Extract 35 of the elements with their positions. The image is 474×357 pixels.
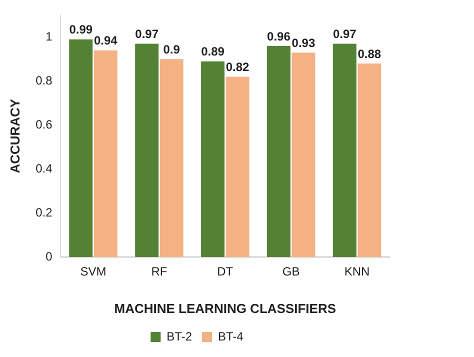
data-label: 0.97 — [135, 27, 159, 42]
x-tick-label: KNN — [344, 264, 370, 279]
x-axis-title: MACHINE LEARNING CLASSIFIERS — [114, 300, 336, 316]
y-tick-label: 0 — [46, 249, 53, 264]
bar — [266, 46, 290, 257]
bar — [94, 50, 118, 257]
data-label: 0.96 — [267, 29, 291, 44]
x-tick-label: RF — [151, 264, 168, 279]
data-label: 0.9 — [163, 42, 180, 56]
y-tick-label: 1 — [46, 29, 53, 44]
bar — [226, 76, 250, 257]
y-tick-label: 0.4 — [36, 161, 53, 176]
bar — [292, 52, 316, 257]
y-axis-title: ACCURACY — [7, 98, 22, 174]
bar — [69, 39, 93, 257]
bar — [160, 59, 184, 257]
data-label: 0.97 — [332, 27, 357, 42]
data-label: 0.88 — [358, 46, 382, 61]
bar — [332, 44, 356, 257]
data-label: 0.89 — [201, 44, 225, 59]
data-label: 0.82 — [226, 60, 250, 74]
bar — [358, 64, 382, 257]
y-tick-label: 0.6 — [36, 117, 53, 132]
bar — [135, 44, 159, 257]
x-tick-label: DT — [217, 264, 234, 279]
data-label: 0.94 — [94, 34, 118, 48]
bar — [201, 61, 225, 257]
data-label: 0.99 — [69, 22, 93, 37]
y-tick-label: 0.2 — [36, 205, 53, 220]
legend-label: BT-2 — [166, 329, 192, 344]
data-label: 0.93 — [292, 36, 316, 50]
legend-label: BT-4 — [218, 329, 244, 344]
x-tick-label: GB — [282, 264, 300, 279]
x-tick-label: SVM — [80, 264, 106, 279]
y-tick-label: 0.8 — [36, 73, 53, 88]
